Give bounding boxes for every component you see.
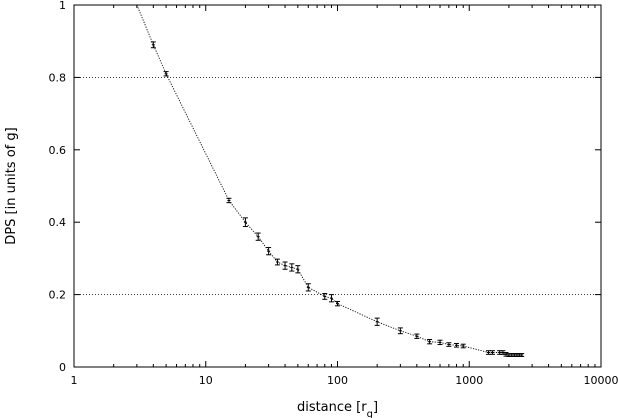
- y-tick-label: 0.6: [49, 144, 67, 157]
- x-tick-label: 1000: [455, 374, 483, 387]
- data-point: [486, 350, 492, 355]
- data-point: [437, 339, 443, 346]
- x-tick-label: 100: [327, 374, 348, 387]
- series-dps: [135, 4, 525, 358]
- data-point: [427, 338, 433, 345]
- data-point: [489, 350, 495, 355]
- x-tick-label: 10: [199, 374, 213, 387]
- data-point: [242, 217, 248, 228]
- data-point: [150, 41, 156, 49]
- data-point: [322, 293, 328, 300]
- data-point: [374, 317, 380, 326]
- y-tick-label: 0.8: [49, 71, 67, 84]
- data-point: [282, 261, 288, 270]
- data-point: [335, 300, 340, 307]
- y-axis-label: DPS [in units of g]: [4, 127, 19, 244]
- data-point: [163, 71, 169, 77]
- x-axis-label: distance [rg]: [297, 400, 378, 418]
- plot-frame: [73, 4, 602, 368]
- data-point: [266, 247, 272, 256]
- data-point: [453, 342, 459, 348]
- tick-labels: 0 0.2 0.4 0.6 0.8 1 1 10 100 1000 10000: [49, 0, 618, 387]
- data-point: [446, 342, 452, 347]
- data-point: [295, 265, 301, 274]
- data-point: [414, 333, 420, 339]
- data-point: [226, 197, 232, 204]
- axis-ticks: [73, 4, 602, 368]
- data-point: [255, 232, 261, 241]
- x-tick-label: 10000: [584, 374, 618, 387]
- reference-lines: [74, 77, 601, 296]
- series-line: [136, 4, 522, 356]
- y-tick-label: 0.2: [49, 289, 67, 302]
- data-point: [519, 353, 525, 358]
- y-tick-label: 0.4: [49, 216, 67, 229]
- y-tick-label: 0: [59, 361, 66, 374]
- data-point: [460, 343, 466, 349]
- data-point: [274, 258, 280, 266]
- y-tick-label: 1: [59, 0, 66, 12]
- x-tick-label: 1: [71, 374, 78, 387]
- data-point: [397, 327, 403, 335]
- data-point: [289, 263, 295, 272]
- data-point: [328, 294, 334, 303]
- data-point: [305, 283, 311, 292]
